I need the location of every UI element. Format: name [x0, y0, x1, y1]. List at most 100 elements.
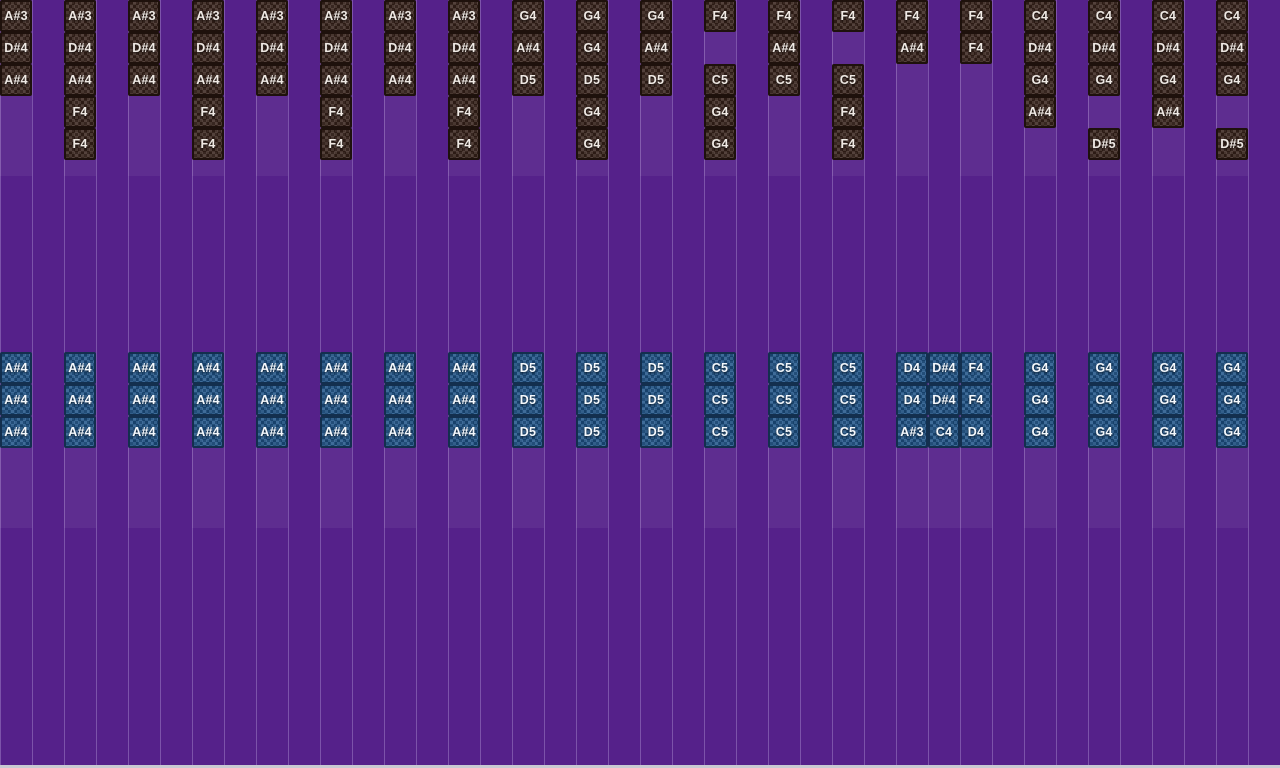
note-block-noteblock-blue[interactable]: D#4: [928, 352, 960, 384]
note-block-noteblock-brown[interactable]: D#4: [1216, 32, 1248, 64]
note-block-noteblock-brown[interactable]: F4: [768, 0, 800, 32]
note-block-noteblock-brown[interactable]: F4: [896, 0, 928, 32]
note-block-noteblock-blue[interactable]: C5: [704, 416, 736, 448]
note-block-noteblock-brown[interactable]: D#4: [64, 32, 96, 64]
note-block-noteblock-brown[interactable]: G4: [704, 128, 736, 160]
note-block-noteblock-blue[interactable]: D5: [576, 416, 608, 448]
note-block-noteblock-brown[interactable]: F4: [448, 96, 480, 128]
note-block-noteblock-blue[interactable]: D4: [960, 416, 992, 448]
note-block-noteblock-brown[interactable]: A#4: [1024, 96, 1056, 128]
note-block-noteblock-blue[interactable]: C4: [928, 416, 960, 448]
note-block-noteblock-blue[interactable]: A#4: [128, 384, 160, 416]
note-block-noteblock-blue[interactable]: G4: [1088, 384, 1120, 416]
note-block-noteblock-brown[interactable]: F4: [832, 96, 864, 128]
note-block-noteblock-brown[interactable]: F4: [448, 128, 480, 160]
note-block-noteblock-blue[interactable]: A#4: [0, 352, 32, 384]
note-block-noteblock-brown[interactable]: G4: [576, 32, 608, 64]
note-block-noteblock-brown[interactable]: D#4: [1088, 32, 1120, 64]
note-block-noteblock-brown[interactable]: F4: [832, 128, 864, 160]
note-block-noteblock-brown[interactable]: D#5: [1216, 128, 1248, 160]
note-block-noteblock-blue[interactable]: C5: [832, 352, 864, 384]
note-block-noteblock-brown[interactable]: A#4: [256, 64, 288, 96]
note-block-noteblock-blue[interactable]: A#4: [192, 416, 224, 448]
note-block-noteblock-blue[interactable]: C5: [768, 352, 800, 384]
note-block-noteblock-blue[interactable]: D#4: [928, 384, 960, 416]
note-block-noteblock-brown[interactable]: G4: [1088, 64, 1120, 96]
note-block-noteblock-brown[interactable]: G4: [576, 128, 608, 160]
note-block-noteblock-blue[interactable]: D5: [640, 416, 672, 448]
note-block-noteblock-blue[interactable]: C5: [832, 384, 864, 416]
note-block-noteblock-blue[interactable]: C5: [704, 352, 736, 384]
note-block-noteblock-brown[interactable]: D#4: [1024, 32, 1056, 64]
note-block-noteblock-brown[interactable]: F4: [192, 96, 224, 128]
note-block-noteblock-blue[interactable]: A#4: [64, 352, 96, 384]
note-block-noteblock-blue[interactable]: A#4: [448, 384, 480, 416]
note-block-noteblock-blue[interactable]: D5: [512, 416, 544, 448]
note-block-noteblock-brown[interactable]: D#4: [128, 32, 160, 64]
note-block-noteblock-blue[interactable]: D4: [896, 384, 928, 416]
note-block-noteblock-blue[interactable]: A#4: [320, 352, 352, 384]
note-block-noteblock-brown[interactable]: C5: [832, 64, 864, 96]
note-block-noteblock-brown[interactable]: C4: [1216, 0, 1248, 32]
note-block-noteblock-brown[interactable]: G4: [512, 0, 544, 32]
note-block-noteblock-brown[interactable]: F4: [320, 128, 352, 160]
note-block-noteblock-brown[interactable]: D#5: [1088, 128, 1120, 160]
note-block-noteblock-blue[interactable]: D5: [512, 384, 544, 416]
note-block-noteblock-blue[interactable]: G4: [1088, 416, 1120, 448]
note-block-noteblock-blue[interactable]: D4: [896, 352, 928, 384]
note-block-noteblock-brown[interactable]: A#4: [192, 64, 224, 96]
note-block-noteblock-blue[interactable]: A#4: [256, 352, 288, 384]
note-block-noteblock-blue[interactable]: F4: [960, 384, 992, 416]
note-block-noteblock-blue[interactable]: G4: [1024, 416, 1056, 448]
note-block-noteblock-blue[interactable]: G4: [1152, 384, 1184, 416]
note-block-noteblock-brown[interactable]: D#4: [256, 32, 288, 64]
note-block-noteblock-blue[interactable]: C5: [768, 384, 800, 416]
note-block-noteblock-blue[interactable]: C5: [768, 416, 800, 448]
note-block-noteblock-brown[interactable]: F4: [64, 128, 96, 160]
note-block-noteblock-brown[interactable]: A#3: [64, 0, 96, 32]
note-block-noteblock-brown[interactable]: A#4: [384, 64, 416, 96]
note-block-noteblock-blue[interactable]: G4: [1024, 352, 1056, 384]
note-block-noteblock-brown[interactable]: A#3: [384, 0, 416, 32]
note-block-noteblock-blue[interactable]: D5: [512, 352, 544, 384]
note-block-noteblock-blue[interactable]: A#4: [64, 384, 96, 416]
note-block-noteblock-blue[interactable]: A#4: [0, 384, 32, 416]
note-block-noteblock-blue[interactable]: A#4: [384, 352, 416, 384]
note-block-noteblock-brown[interactable]: A#4: [512, 32, 544, 64]
note-block-noteblock-blue[interactable]: A#4: [64, 416, 96, 448]
note-block-noteblock-blue[interactable]: G4: [1152, 416, 1184, 448]
note-block-noteblock-brown[interactable]: C5: [768, 64, 800, 96]
note-block-noteblock-brown[interactable]: G4: [704, 96, 736, 128]
note-block-noteblock-blue[interactable]: C5: [832, 416, 864, 448]
note-block-noteblock-brown[interactable]: A#3: [256, 0, 288, 32]
note-block-noteblock-blue[interactable]: A#4: [448, 416, 480, 448]
note-block-noteblock-brown[interactable]: F4: [192, 128, 224, 160]
note-block-noteblock-brown[interactable]: A#4: [0, 64, 32, 96]
note-block-noteblock-blue[interactable]: G4: [1024, 384, 1056, 416]
note-block-noteblock-blue[interactable]: G4: [1216, 416, 1248, 448]
note-block-noteblock-blue[interactable]: G4: [1216, 384, 1248, 416]
note-block-noteblock-blue[interactable]: A#4: [448, 352, 480, 384]
note-block-noteblock-blue[interactable]: F4: [960, 352, 992, 384]
note-block-noteblock-brown[interactable]: F4: [704, 0, 736, 32]
note-block-noteblock-brown[interactable]: C4: [1024, 0, 1056, 32]
note-block-noteblock-blue[interactable]: A#4: [128, 352, 160, 384]
note-block-noteblock-blue[interactable]: D5: [640, 384, 672, 416]
note-block-noteblock-blue[interactable]: D5: [576, 384, 608, 416]
note-block-noteblock-brown[interactable]: A#4: [640, 32, 672, 64]
note-block-noteblock-brown[interactable]: A#4: [896, 32, 928, 64]
note-block-noteblock-blue[interactable]: C5: [704, 384, 736, 416]
note-block-noteblock-brown[interactable]: D#4: [384, 32, 416, 64]
note-block-noteblock-brown[interactable]: A#4: [768, 32, 800, 64]
note-block-noteblock-brown[interactable]: D5: [512, 64, 544, 96]
note-block-noteblock-brown[interactable]: A#4: [64, 64, 96, 96]
note-block-noteblock-brown[interactable]: A#4: [128, 64, 160, 96]
note-block-noteblock-brown[interactable]: D#4: [1152, 32, 1184, 64]
note-block-noteblock-brown[interactable]: F4: [320, 96, 352, 128]
note-block-noteblock-brown[interactable]: F4: [960, 0, 992, 32]
horizontal-scrollbar[interactable]: [0, 765, 1280, 768]
note-block-noteblock-blue[interactable]: A#4: [256, 416, 288, 448]
note-block-noteblock-brown[interactable]: D5: [576, 64, 608, 96]
note-block-noteblock-brown[interactable]: F4: [64, 96, 96, 128]
